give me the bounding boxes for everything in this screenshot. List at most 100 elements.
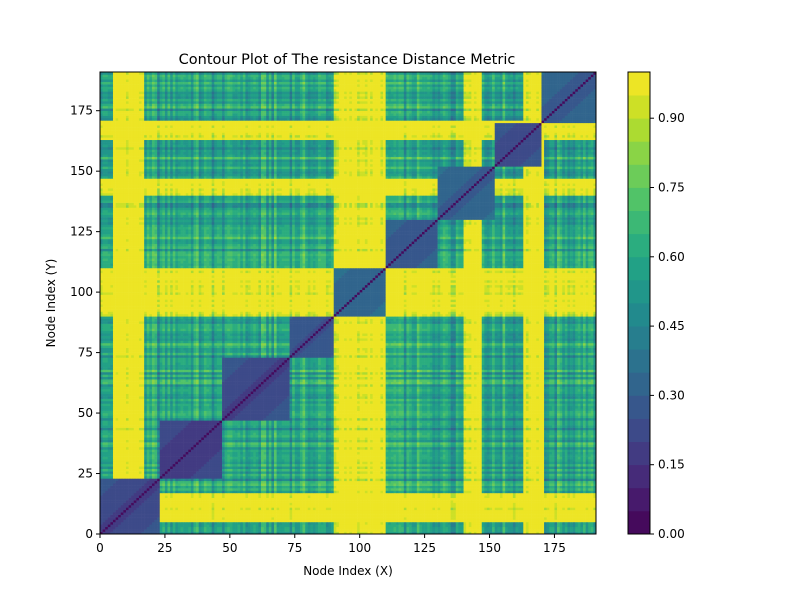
- heatmap-cell: [474, 486, 477, 489]
- heatmap-cell: [344, 478, 347, 481]
- heatmap-cell: [362, 483, 365, 486]
- heatmap-cell: [165, 486, 168, 489]
- heatmap-cell: [417, 495, 420, 498]
- heatmap-cell: [116, 507, 119, 510]
- heatmap-cell: [103, 495, 106, 498]
- heatmap-cell: [212, 486, 215, 489]
- heatmap-cell: [477, 486, 480, 489]
- heatmap-cell: [526, 515, 529, 518]
- heatmap-cell: [162, 490, 165, 493]
- heatmap-cell: [131, 493, 134, 496]
- heatmap-cell: [240, 507, 243, 510]
- heatmap-cell: [508, 486, 511, 489]
- heatmap-cell: [129, 498, 132, 501]
- heatmap-cell: [417, 517, 420, 520]
- heatmap-cell: [370, 481, 373, 484]
- heatmap-cell: [435, 486, 438, 489]
- heatmap-cell: [206, 529, 209, 532]
- heatmap-cell: [103, 490, 106, 493]
- heatmap-cell: [209, 493, 212, 496]
- heatmap-cell: [279, 481, 282, 484]
- heatmap-cell: [526, 524, 529, 527]
- heatmap-cell: [149, 498, 152, 501]
- heatmap-cell: [503, 527, 506, 530]
- heatmap-cell: [466, 512, 469, 515]
- heatmap-cell: [258, 505, 261, 508]
- heatmap-cell: [443, 527, 446, 530]
- heatmap-cell: [484, 478, 487, 481]
- heatmap-cell: [266, 483, 269, 486]
- heatmap-cell: [225, 478, 228, 481]
- heatmap-cell: [269, 519, 272, 522]
- heatmap-cell: [126, 527, 129, 530]
- heatmap-cell: [414, 505, 417, 508]
- heatmap-cell: [357, 507, 360, 510]
- heatmap-cell: [344, 500, 347, 503]
- heatmap-cell: [160, 505, 163, 508]
- heatmap-cell: [297, 498, 300, 501]
- heatmap-cell: [173, 519, 176, 522]
- heatmap-cell: [573, 486, 576, 489]
- heatmap-cell: [534, 476, 537, 479]
- heatmap-cell: [544, 493, 547, 496]
- heatmap-cell: [438, 529, 441, 532]
- heatmap-cell: [310, 483, 313, 486]
- heatmap-cell: [490, 490, 493, 493]
- heatmap-cell: [523, 476, 526, 479]
- heatmap-cell: [238, 522, 241, 525]
- heatmap-cell: [391, 517, 394, 520]
- heatmap-cell: [290, 510, 293, 513]
- heatmap-cell: [258, 522, 261, 525]
- heatmap-cell: [422, 507, 425, 510]
- heatmap-cell: [492, 505, 495, 508]
- heatmap-cell: [157, 476, 160, 479]
- heatmap-cell: [303, 481, 306, 484]
- heatmap-cell: [541, 522, 544, 525]
- heatmap-cell: [347, 476, 350, 479]
- heatmap-cell: [271, 512, 274, 515]
- heatmap-cell: [297, 519, 300, 522]
- heatmap-cell: [399, 490, 402, 493]
- heatmap-cell: [547, 505, 550, 508]
- heatmap-cell: [238, 483, 241, 486]
- heatmap-cell: [412, 522, 415, 525]
- heatmap-cell: [440, 527, 443, 530]
- heatmap-cell: [451, 503, 454, 506]
- heatmap-cell: [425, 512, 428, 515]
- heatmap-cell: [412, 512, 415, 515]
- heatmap-cell: [360, 512, 363, 515]
- heatmap-cell: [336, 503, 339, 506]
- heatmap-cell: [313, 519, 316, 522]
- heatmap-cell: [165, 490, 168, 493]
- heatmap-cell: [453, 488, 456, 491]
- heatmap-cell: [279, 486, 282, 489]
- heatmap-cell: [321, 512, 324, 515]
- heatmap-cell: [123, 524, 126, 527]
- heatmap-cell: [326, 527, 329, 530]
- heatmap-cell: [113, 495, 116, 498]
- heatmap-cell: [422, 529, 425, 532]
- heatmap-cell: [227, 483, 230, 486]
- heatmap-cell: [367, 524, 370, 527]
- heatmap-cell: [464, 503, 467, 506]
- heatmap-cell: [209, 483, 212, 486]
- heatmap-cell: [297, 529, 300, 532]
- heatmap-cell: [513, 529, 516, 532]
- heatmap-cell: [370, 483, 373, 486]
- heatmap-cell: [123, 505, 126, 508]
- heatmap-cell: [396, 512, 399, 515]
- heatmap-cell: [232, 474, 235, 477]
- heatmap-cell: [271, 490, 274, 493]
- heatmap-cell: [258, 490, 261, 493]
- heatmap-cell: [303, 515, 306, 518]
- heatmap-cell: [554, 503, 557, 506]
- heatmap-cell: [168, 522, 171, 525]
- heatmap-cell: [396, 517, 399, 520]
- heatmap-cell: [380, 527, 383, 530]
- heatmap-cell: [222, 490, 225, 493]
- heatmap-cell: [297, 476, 300, 479]
- heatmap-cell: [586, 505, 589, 508]
- heatmap-cell: [479, 493, 482, 496]
- heatmap-cell: [464, 490, 467, 493]
- heatmap-cell: [206, 510, 209, 513]
